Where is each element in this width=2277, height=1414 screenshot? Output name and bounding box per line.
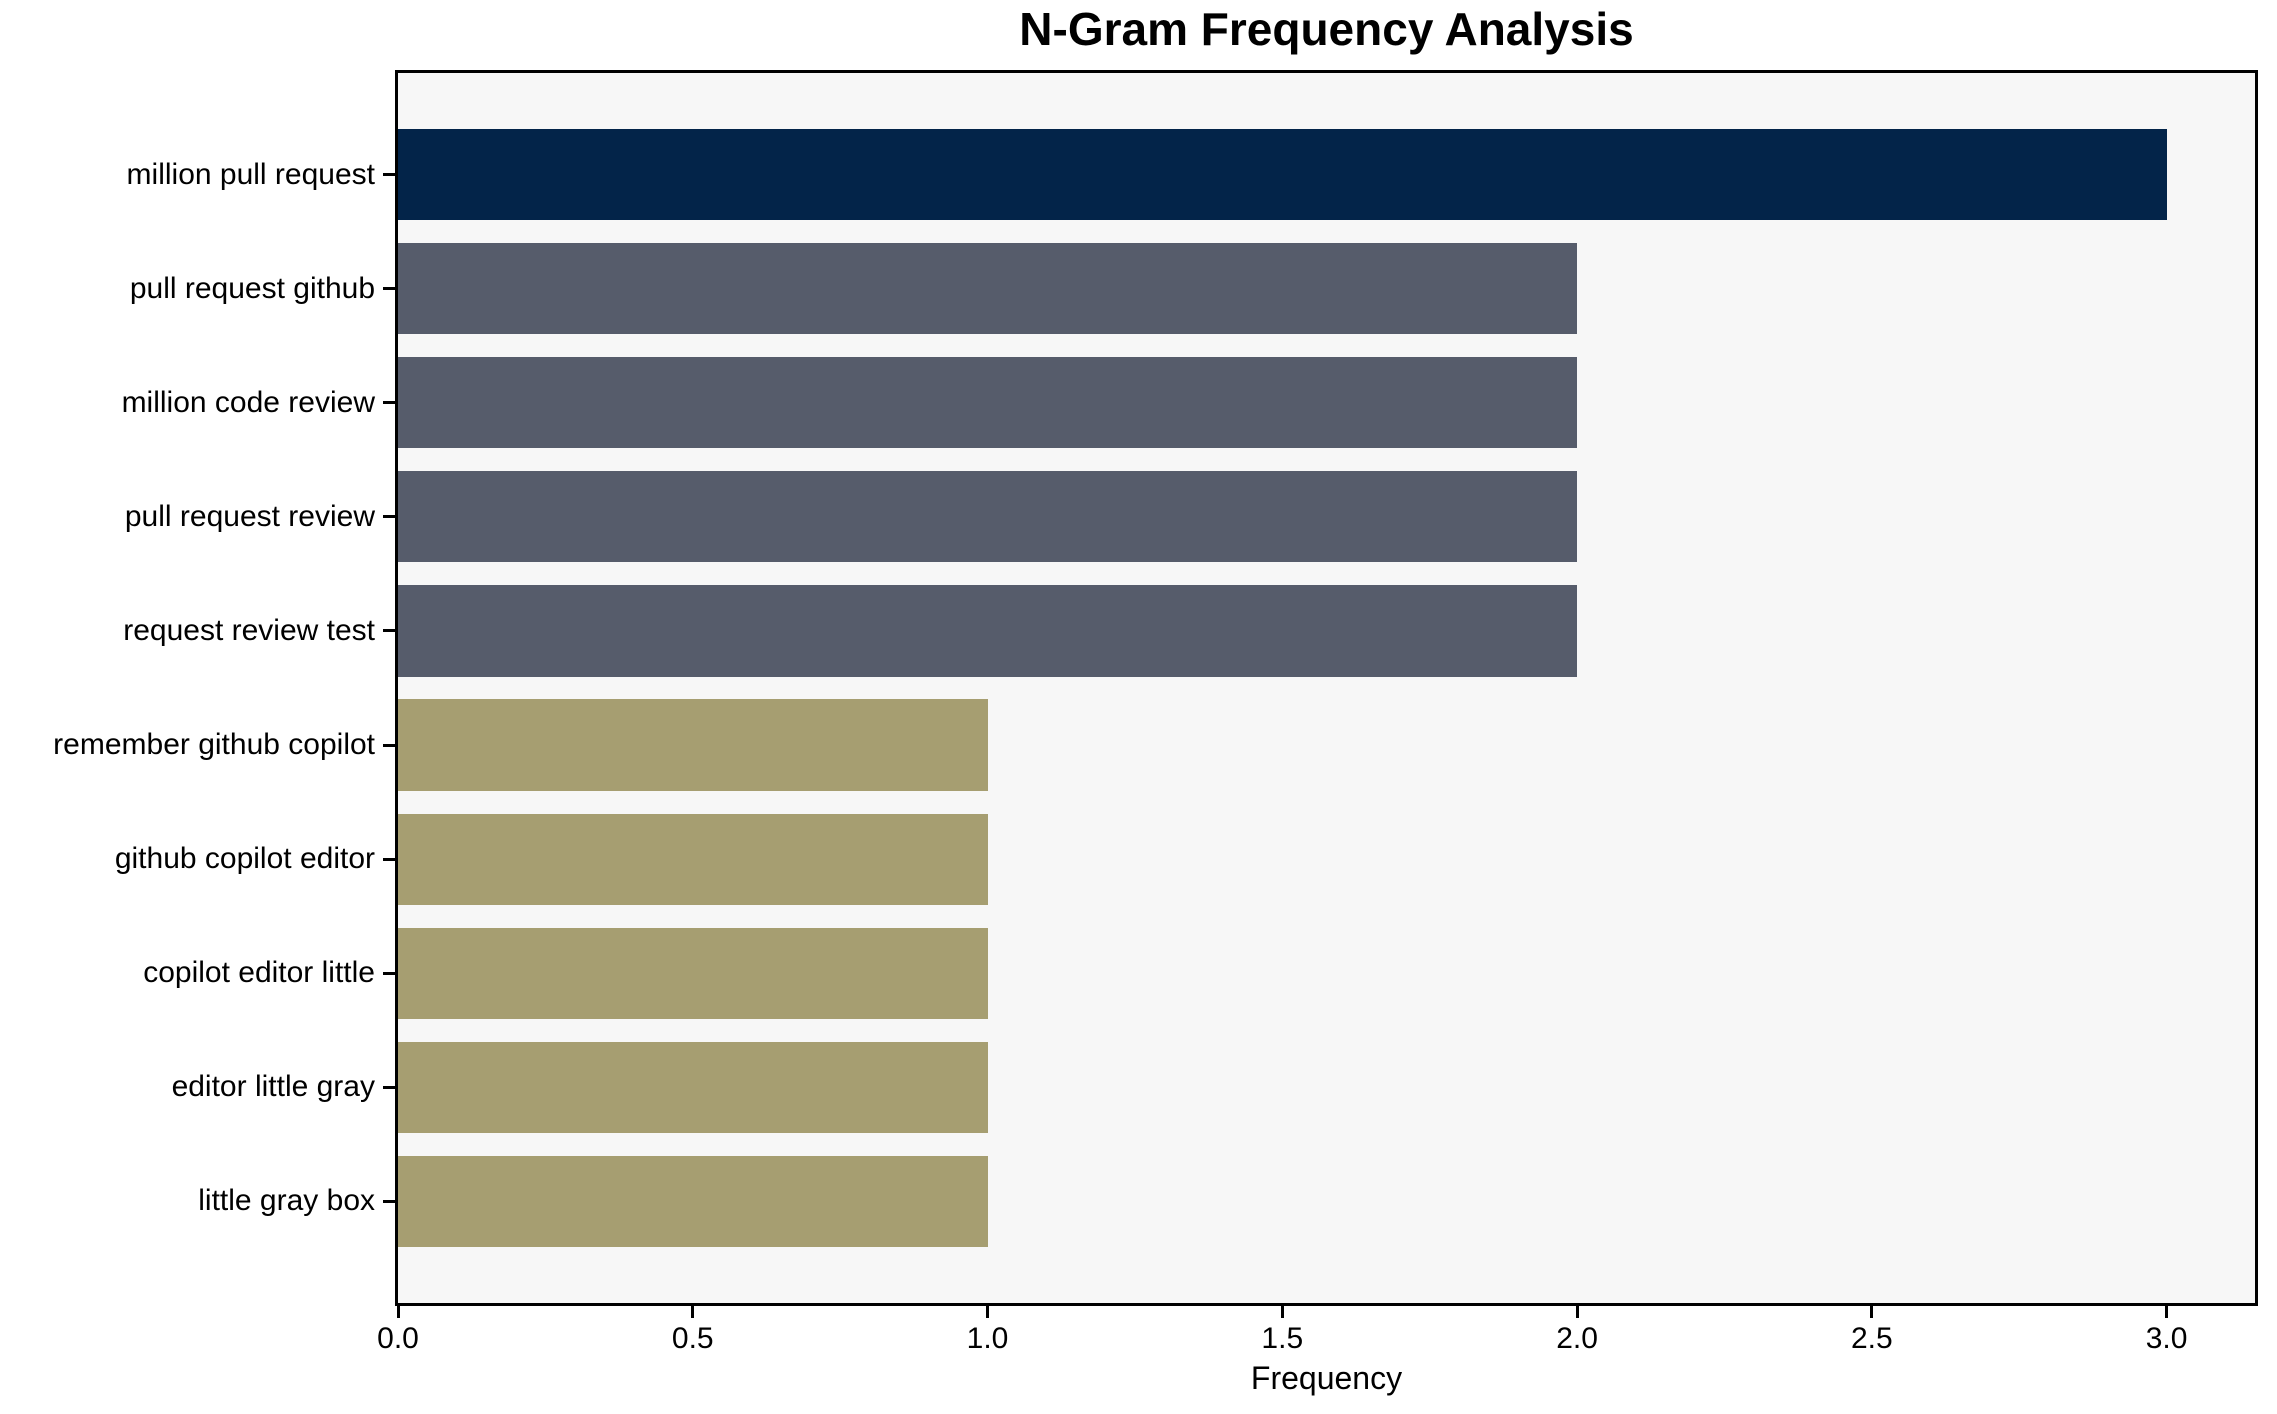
y-tick-label: copilot editor little — [143, 956, 375, 990]
y-tick-label: remember github copilot — [53, 728, 375, 762]
y-tick-label: million pull request — [126, 157, 375, 191]
x-tick-label: 0.0 — [377, 1322, 419, 1355]
y-tick-mark — [383, 743, 395, 747]
y-tick-mark — [383, 971, 395, 975]
bar-million-code-review — [398, 357, 1578, 449]
y-tick-mark — [383, 515, 395, 519]
bar-remember-github-copilot — [398, 699, 988, 791]
bar-pull-request-github — [398, 243, 1578, 335]
y-tick-label: little gray box — [198, 1184, 375, 1218]
y-tick-label: request review test — [123, 613, 375, 647]
bar-copilot-editor-little — [398, 927, 988, 1019]
y-tick-label: github copilot editor — [114, 842, 375, 876]
y-tick-mark — [383, 401, 395, 405]
x-tick-label: 2.0 — [1556, 1322, 1598, 1355]
y-tick-label: pull request github — [129, 271, 375, 305]
bar-github-copilot-editor — [398, 813, 988, 905]
x-tick-mark — [986, 1306, 990, 1318]
bar-million-pull-request — [398, 128, 2167, 221]
x-axis-label: Frequency — [1250, 1360, 1403, 1396]
x-tick-label: 1.0 — [966, 1322, 1009, 1355]
chart-title: N-Gram Frequency Analysis — [1019, 3, 1634, 55]
y-tick-mark — [383, 1085, 395, 1089]
y-tick-label: pull request review — [124, 499, 375, 533]
x-tick-mark — [2165, 1306, 2169, 1318]
y-tick-label: editor little gray — [171, 1070, 375, 1104]
x-tick-mark — [1280, 1306, 1284, 1318]
bar-editor-little-gray — [398, 1041, 988, 1133]
x-tick-label: 0.5 — [671, 1322, 714, 1355]
y-tick-mark — [383, 287, 395, 291]
x-tick-label: 2.5 — [1850, 1322, 1893, 1355]
x-tick-mark — [1870, 1306, 1874, 1318]
x-tick-mark — [396, 1306, 400, 1318]
y-tick-mark — [383, 857, 395, 861]
x-tick-label: 1.5 — [1261, 1322, 1304, 1355]
y-tick-mark — [383, 173, 395, 177]
y-tick-mark — [383, 629, 395, 633]
bar-request-review-test — [398, 585, 1578, 677]
bar-pull-request-review — [398, 471, 1578, 563]
y-tick-label: million code review — [121, 385, 375, 419]
y-tick-mark — [383, 1199, 395, 1203]
x-tick-mark — [1575, 1306, 1579, 1318]
bar-little-gray-box — [398, 1155, 988, 1248]
x-tick-mark — [691, 1306, 695, 1318]
plot-area — [395, 70, 2258, 1306]
x-tick-label: 3.0 — [2145, 1322, 2188, 1355]
